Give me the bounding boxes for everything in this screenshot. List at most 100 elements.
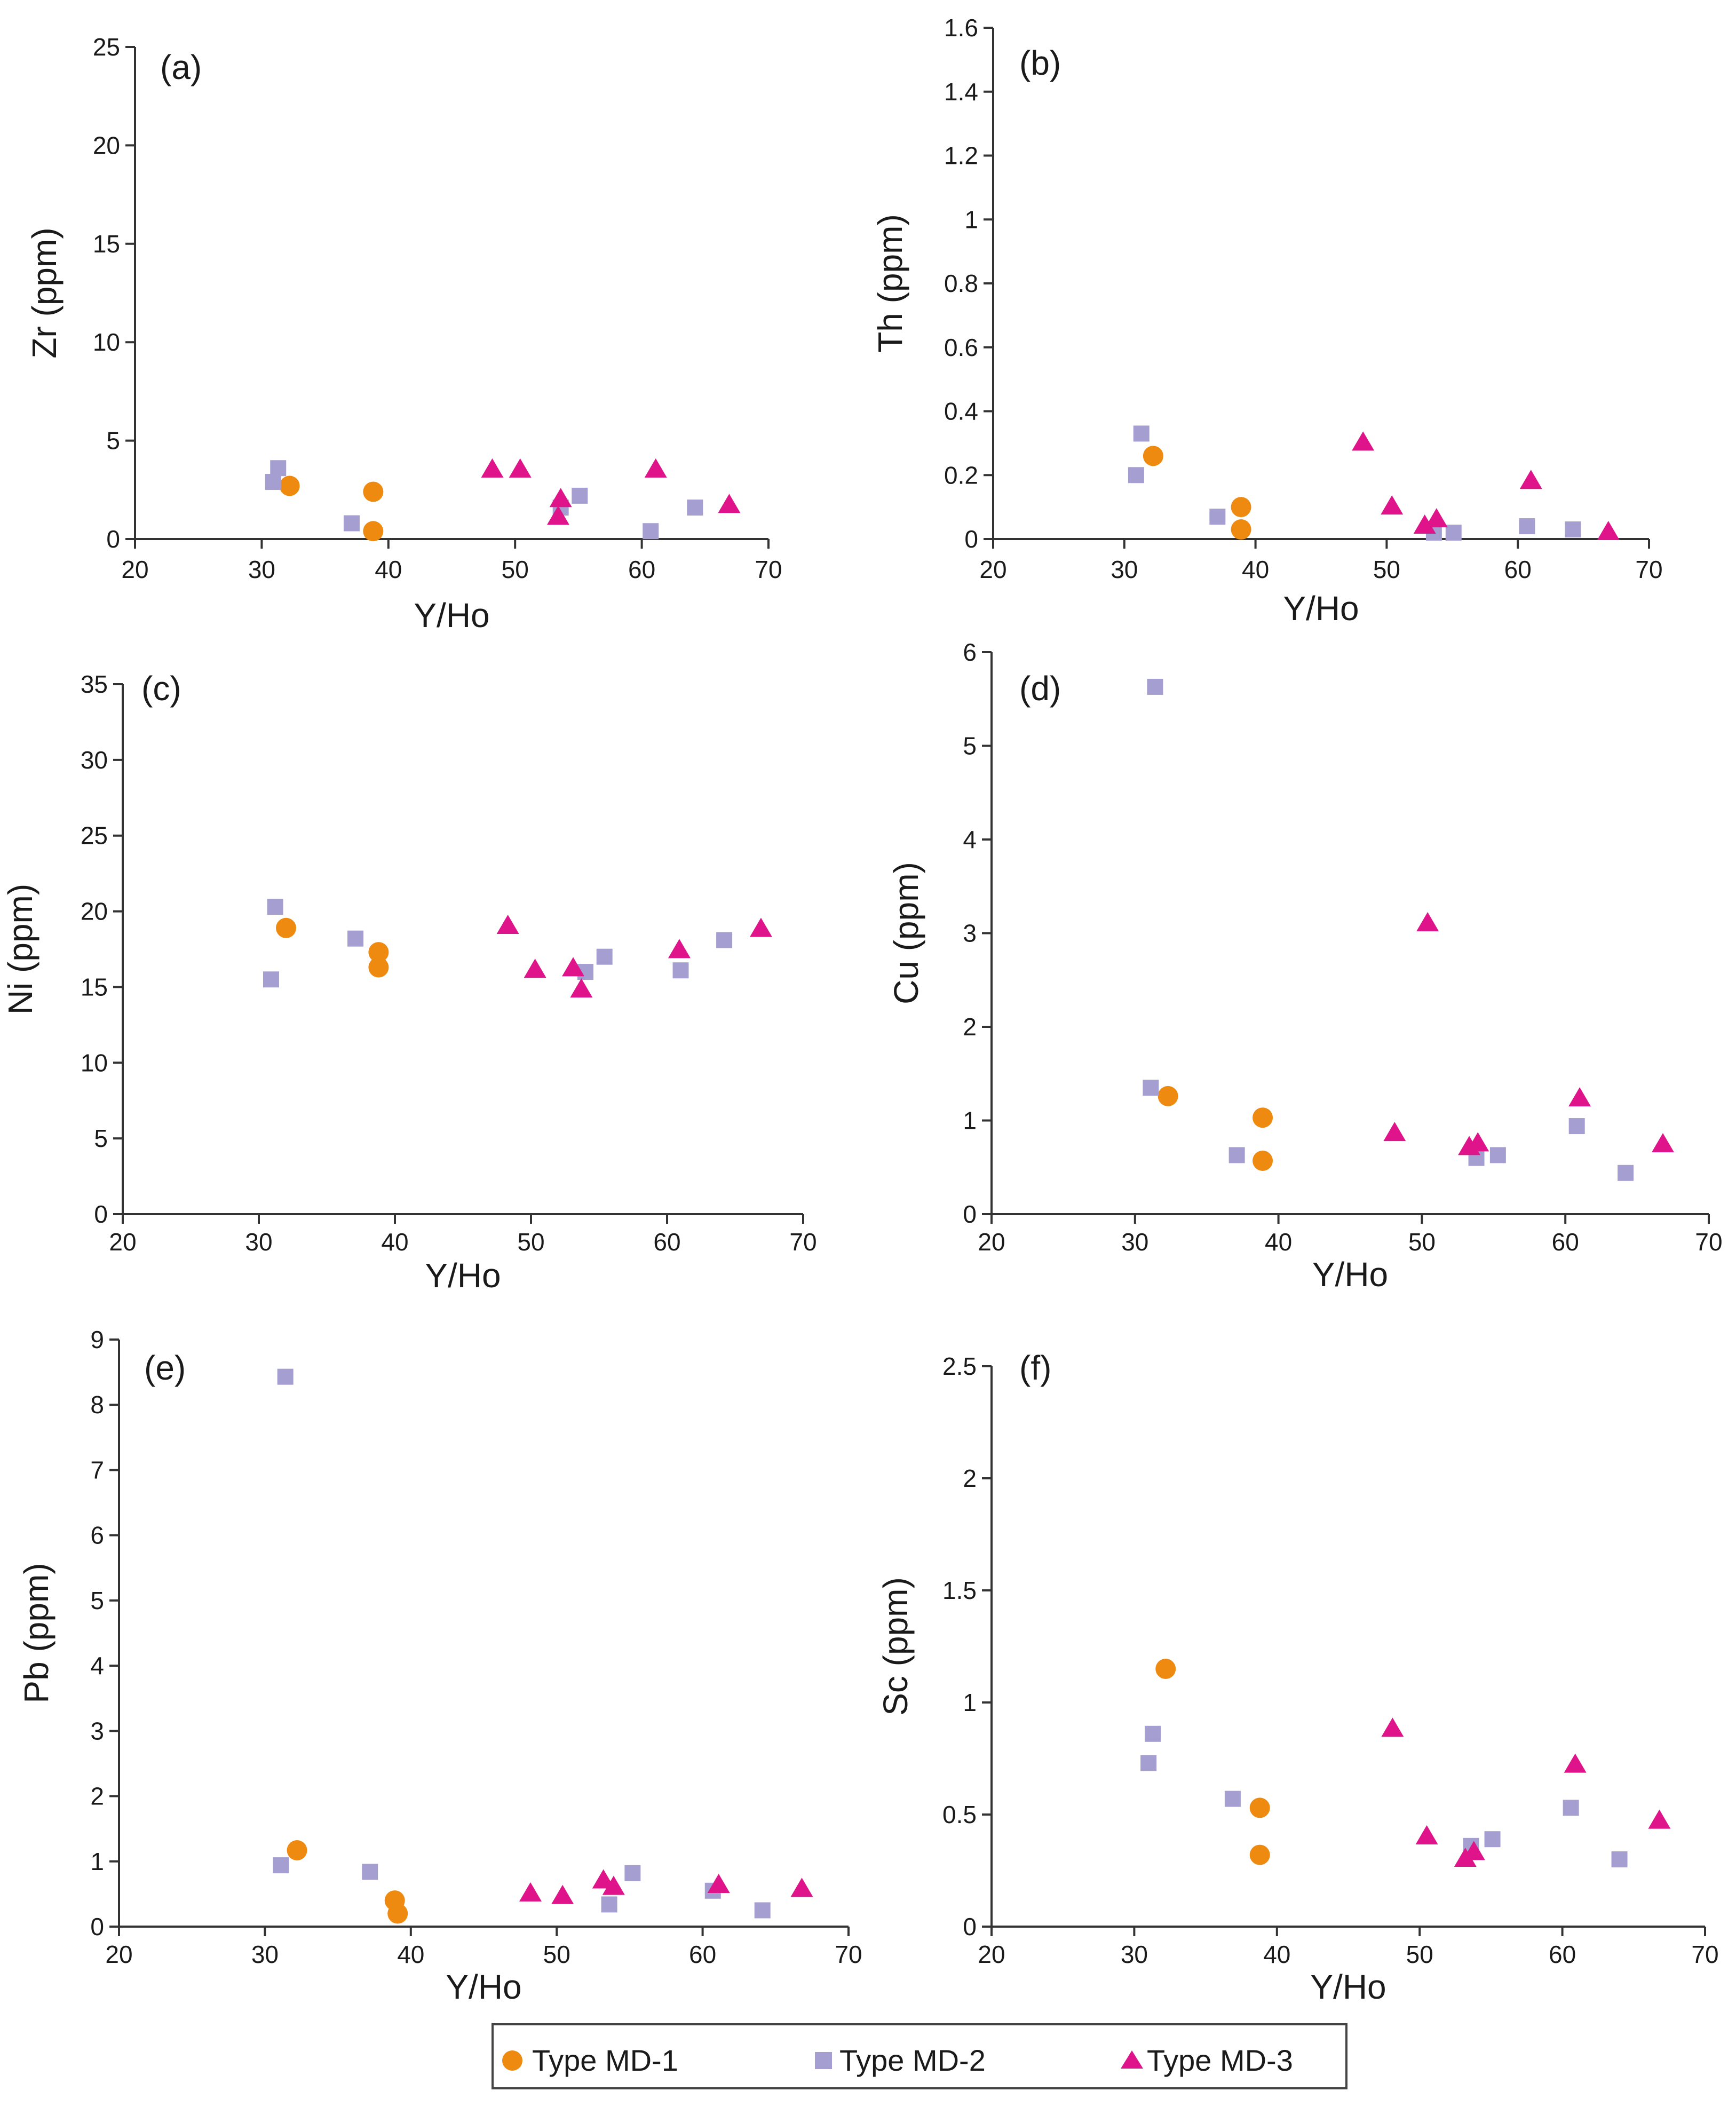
point-md1 — [387, 1903, 408, 1924]
y-tick-label: 0 — [94, 1200, 108, 1228]
y-tick-label: 1.6 — [944, 14, 978, 42]
x-tick-label: 20 — [109, 1228, 136, 1256]
point-md1 — [1231, 519, 1251, 540]
legend-marker-md1 — [502, 2050, 522, 2071]
y-tick-label: 0 — [964, 525, 978, 553]
y-tick-label: 35 — [81, 670, 108, 698]
y-tick-label: 1 — [964, 205, 978, 233]
point-md3 — [570, 978, 593, 998]
point-md1 — [1249, 1797, 1270, 1818]
point-md3 — [718, 494, 741, 513]
panel-label: (b) — [1019, 44, 1061, 82]
y-tick-label: 7 — [90, 1456, 104, 1484]
point-md3 — [481, 458, 504, 478]
point-md3 — [1413, 514, 1436, 534]
x-axis-title: Y/Ho — [446, 1968, 521, 2006]
y-tick-label: 1 — [963, 1689, 977, 1716]
point-md2 — [267, 899, 283, 915]
point-md3 — [602, 1875, 625, 1895]
point-md3 — [1519, 470, 1542, 489]
y-tick-label: 0 — [963, 1200, 977, 1228]
point-md2 — [1568, 1118, 1585, 1135]
point-md2 — [624, 1865, 641, 1881]
x-tick-label: 40 — [381, 1228, 408, 1256]
x-tick-label: 50 — [543, 1940, 570, 1968]
y-tick-label: 20 — [81, 898, 108, 925]
point-md2 — [1618, 1165, 1634, 1181]
point-md2 — [716, 932, 733, 948]
point-md2 — [273, 1857, 289, 1874]
panel-a: 20 30 40 50 60 70 0 5 10 15 20 25 Y/Ho Zr (ppm) (a) — [25, 33, 782, 635]
x-tick-label: 30 — [1121, 1940, 1148, 1968]
y-tick-label: 0 — [90, 1913, 104, 1940]
x-tick-label: 70 — [789, 1228, 817, 1256]
x-tick-label: 20 — [105, 1940, 132, 1968]
y-tick-label: 0 — [106, 525, 120, 553]
x-tick-label: 20 — [978, 1228, 1005, 1256]
point-md3 — [1597, 521, 1620, 541]
y-axis-title: Cu (ppm) — [887, 862, 925, 1004]
x-tick-label: 50 — [1373, 556, 1400, 583]
point-md1 — [368, 942, 389, 963]
point-md3 — [519, 1882, 542, 1902]
point-md3 — [668, 939, 691, 959]
point-md3 — [524, 959, 546, 978]
x-tick-label: 60 — [653, 1228, 680, 1256]
x-tick-label: 40 — [1242, 556, 1269, 583]
y-tick-label: 8 — [90, 1391, 104, 1419]
panel-f: 20 30 40 50 60 70 0 0.5 1 1.5 2 2.5 Y/Ho Sc (ppm) (f) — [876, 1349, 1719, 2006]
y-tick-label: 6 — [963, 638, 977, 666]
x-tick-label: 40 — [1265, 1228, 1292, 1256]
point-md1 — [363, 521, 384, 542]
y-tick-label: 20 — [93, 131, 120, 159]
point-md2 — [347, 930, 364, 947]
point-md1 — [279, 476, 300, 496]
point-md2 — [362, 1864, 378, 1880]
x-tick-label: 20 — [979, 556, 1006, 583]
x-axis-title: Y/Ho — [1312, 1255, 1388, 1294]
point-md3 — [1415, 1825, 1438, 1844]
y-tick-label: 2 — [963, 1464, 977, 1492]
point-md3 — [1416, 912, 1439, 931]
point-md3 — [1568, 1087, 1591, 1107]
point-md3 — [1467, 1132, 1489, 1152]
x-axis-title: Y/Ho — [1310, 1968, 1386, 2006]
point-md2 — [1489, 1147, 1506, 1163]
x-tick-label: 30 — [1121, 1228, 1148, 1256]
y-axis-title: Sc (ppm) — [876, 1577, 915, 1716]
point-md1 — [1155, 1659, 1176, 1679]
legend: Type MD-1 Type MD-2 Type MD-3 — [492, 2023, 1347, 2089]
legend-label-md3: Type MD-3 — [1147, 2043, 1293, 2077]
x-tick-label: 50 — [502, 556, 529, 583]
x-tick-label: 50 — [1408, 1228, 1436, 1256]
y-tick-label: 5 — [94, 1124, 108, 1152]
x-tick-label: 30 — [251, 1940, 279, 1968]
panel-label: (d) — [1019, 669, 1061, 708]
x-tick-label: 20 — [978, 1940, 1005, 1968]
point-md2 — [572, 487, 588, 504]
y-tick-label: 0.8 — [944, 270, 978, 297]
x-tick-label: 70 — [755, 556, 782, 583]
y-tick-label: 30 — [81, 746, 108, 774]
y-tick-label: 6 — [90, 1522, 104, 1549]
panel-label: (f) — [1019, 1349, 1051, 1387]
point-md1 — [276, 917, 296, 938]
y-tick-label: 15 — [93, 230, 120, 258]
point-md3 — [749, 917, 772, 937]
point-md2 — [1565, 521, 1581, 538]
point-md1 — [1143, 446, 1163, 466]
point-md2 — [1133, 425, 1150, 442]
x-tick-label: 30 — [248, 556, 275, 583]
point-md2 — [1147, 678, 1163, 695]
point-md2 — [263, 971, 279, 988]
legend-label-md1: Type MD-1 — [532, 2043, 678, 2077]
y-tick-label: 0.4 — [944, 398, 978, 425]
point-md3 — [496, 914, 519, 934]
point-md3 — [562, 957, 585, 977]
legend-item-md1: Type MD-1 — [502, 2043, 678, 2077]
y-tick-label: 1.2 — [944, 142, 978, 170]
y-tick-label: 4 — [963, 826, 977, 853]
point-md3 — [509, 458, 532, 478]
y-tick-label: 5 — [963, 732, 977, 760]
legend-marker-md3 — [1121, 2050, 1143, 2069]
